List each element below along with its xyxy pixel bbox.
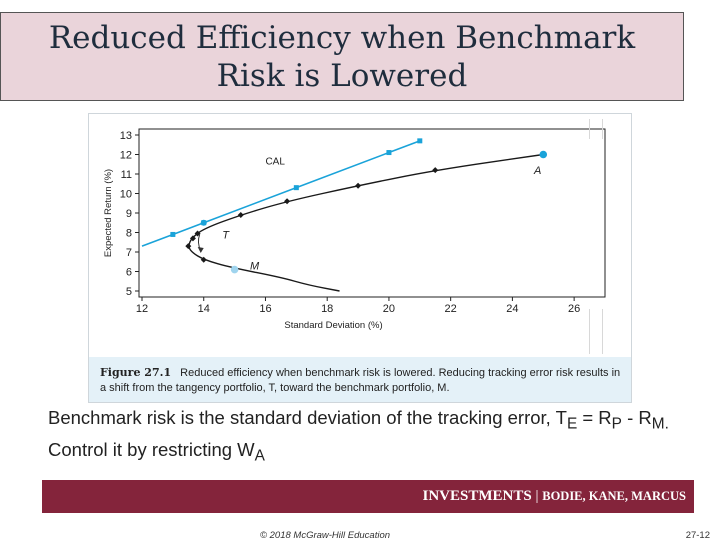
portfolio-point-m xyxy=(230,265,239,274)
annotation-m: M xyxy=(250,261,260,273)
y-tick-label: 11 xyxy=(121,169,132,181)
body-part-2: = R xyxy=(577,407,612,428)
body-text: Benchmark risk is the standard deviation… xyxy=(48,405,688,468)
frontier-marker xyxy=(194,230,201,237)
figure-number: Figure 27.1 xyxy=(100,366,172,379)
portfolio-point-t xyxy=(200,219,207,226)
frontier-marker xyxy=(284,198,291,205)
sub-m: M. xyxy=(651,415,669,433)
sub-p: P xyxy=(611,415,622,433)
frontier-marker xyxy=(432,167,439,174)
figure-caption: Figure 27.1 Reduced efficiency when benc… xyxy=(100,365,625,396)
cal-marker xyxy=(293,185,299,191)
title-line-2: Risk is Lowered xyxy=(216,57,468,94)
cal-marker xyxy=(386,150,392,156)
footer-separator: | xyxy=(531,488,543,504)
chart-svg: 12 14 16 18 20 22 24 26 5 6 7 8 9 10 11 12 13 Standard De… xyxy=(103,128,606,331)
slide-title: Reduced Efficiency when Benchmark Risk i… xyxy=(49,19,635,95)
shift-arrowhead xyxy=(197,247,204,254)
divider-line xyxy=(589,309,590,354)
sub-e: E xyxy=(566,415,578,433)
portfolio-point-a xyxy=(539,150,548,159)
y-axis-label: Expected Return (%) xyxy=(103,169,114,257)
copyright: © 2018 McGraw-Hill Education xyxy=(260,530,391,541)
annotation-cal: CAL xyxy=(265,156,285,167)
figure-caption-area: Figure 27.1 Reduced efficiency when benc… xyxy=(89,357,631,402)
cal-marker xyxy=(417,138,423,144)
x-tick-label: 20 xyxy=(383,303,395,315)
divider-line xyxy=(602,309,603,354)
page-number: 27-12 xyxy=(685,530,710,541)
frontier-marker xyxy=(200,256,207,263)
footer-brand-name: INVESTMENTS xyxy=(422,488,532,504)
x-tick-label: 22 xyxy=(445,303,457,315)
footer-bar: INVESTMENTS | BODIE, KANE, MARCUS xyxy=(42,480,694,513)
footer-brand: INVESTMENTS | BODIE, KANE, MARCUS xyxy=(423,488,686,505)
body-part-3: - R xyxy=(621,407,652,428)
frontier-marker xyxy=(185,243,192,250)
y-tick-label: 12 xyxy=(120,150,132,162)
cal-marker xyxy=(170,231,176,237)
plot-frame xyxy=(138,128,606,298)
y-tick-label: 10 xyxy=(120,189,132,201)
frontier-marker xyxy=(355,182,362,189)
figure-panel: 12 14 16 18 20 22 24 26 5 6 7 8 9 10 11 12 13 Standard De… xyxy=(88,113,632,403)
y-tick-label: 9 xyxy=(126,208,132,220)
x-tick-label: 14 xyxy=(198,303,210,315)
y-tick-label: 7 xyxy=(126,247,132,259)
divider-line xyxy=(589,119,590,139)
cal-line xyxy=(141,140,421,247)
frontier-curve xyxy=(188,153,544,292)
x-tick-label: 16 xyxy=(259,303,271,315)
x-tick-label: 26 xyxy=(568,303,580,315)
frontier-marker xyxy=(237,211,244,218)
y-tick-label: 6 xyxy=(126,267,132,279)
body-part-1: Benchmark risk is the standard deviation… xyxy=(48,407,567,428)
x-tick-label: 18 xyxy=(321,303,333,315)
title-line-1: Reduced Efficiency when Benchmark xyxy=(48,19,636,56)
x-tick-label: 12 xyxy=(136,303,148,315)
body-part-4: Control it by restricting W xyxy=(48,438,255,460)
slide-title-box: Reduced Efficiency when Benchmark Risk i… xyxy=(0,12,684,101)
y-tick-label: 5 xyxy=(126,286,132,298)
sub-a: A xyxy=(254,447,265,465)
figure-caption-text: Reduced efficiency when benchmark risk i… xyxy=(100,367,621,394)
annotation-t: T xyxy=(222,229,230,241)
frontier-marker xyxy=(189,235,196,242)
divider-line xyxy=(602,119,603,139)
footer-authors: BODIE, KANE, MARCUS xyxy=(542,489,686,503)
y-tick-label: 13 xyxy=(120,130,132,142)
y-tick-label: 8 xyxy=(126,228,132,240)
annotation-a: A xyxy=(533,165,541,177)
x-tick-label: 24 xyxy=(506,303,518,315)
x-axis-label: Standard Deviation (%) xyxy=(284,320,382,331)
